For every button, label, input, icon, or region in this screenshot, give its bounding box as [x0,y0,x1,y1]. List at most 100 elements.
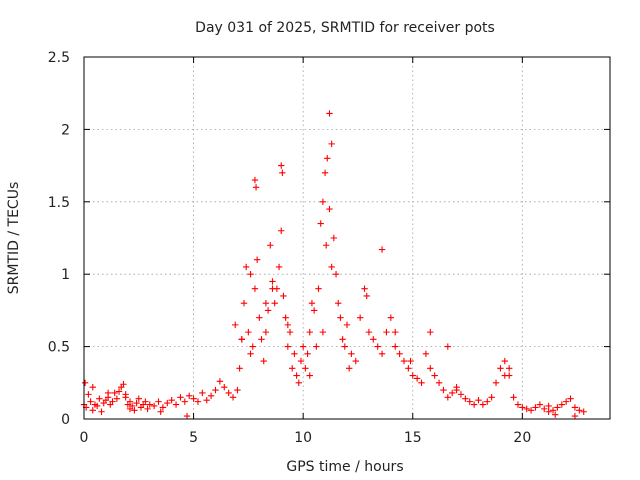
data-point [418,379,425,386]
x-tick-label: 5 [189,430,198,446]
data-point [164,399,171,407]
data-point [488,394,495,401]
data-point [278,162,285,169]
data-point [332,271,340,278]
y-tick-label: 0 [61,412,70,428]
data-point [131,407,138,414]
data-point [278,227,285,234]
data-point [113,395,121,402]
data-point [341,343,349,350]
data-point [207,392,215,400]
data-point [245,328,252,336]
data-point [580,408,587,415]
data-point [299,343,307,350]
data-point [343,321,351,329]
data-point [157,408,164,415]
data-point [562,398,570,405]
data-point [232,321,239,329]
data-point [328,140,335,148]
data-point [475,396,482,404]
data-point [319,198,327,205]
data-point [505,365,513,372]
data-point [115,388,123,395]
data-point [466,398,473,405]
data-point [181,398,189,405]
data-point [328,263,335,271]
data-point [413,375,421,382]
data-point [324,155,331,162]
data-point [444,343,452,350]
y-tick-label: 2.5 [48,50,70,66]
data-point [251,285,259,292]
data-point [392,328,399,336]
data-point [407,357,414,365]
data-point [479,401,487,408]
data-point [501,357,508,365]
data-point [271,299,278,307]
data-point [269,278,276,285]
data-point [85,391,92,398]
data-point [541,405,548,413]
data-point [422,350,430,358]
data-point [536,401,544,408]
data-point [363,292,370,300]
data-point [258,336,265,343]
y-tick-label: 0.5 [48,340,70,356]
data-point [527,407,535,414]
data-point [142,398,149,405]
y-tick-label: 1.5 [48,195,70,211]
data-point [392,343,399,350]
data-point [249,343,256,350]
plot-frame [83,56,611,420]
data-point [96,395,103,402]
data-point [374,343,381,350]
data-point [133,399,140,407]
data-point [571,412,579,420]
data-point [383,328,390,336]
data-point [396,350,403,358]
x-tick-label: 0 [80,430,89,446]
data-point [532,404,539,411]
data-point [280,292,287,300]
data-point [242,263,250,271]
data-point [326,110,333,117]
data-point [335,299,342,307]
data-point [427,365,434,372]
data-point [554,404,561,411]
data-point [523,405,530,413]
data-point [260,357,267,365]
data-point [321,169,329,177]
data-point [484,398,491,405]
data-point [356,314,364,321]
data-point [319,328,327,336]
data-point [310,307,318,314]
data-point [470,401,478,408]
data-point [440,386,447,394]
data-point [267,242,274,249]
data-point [315,285,322,292]
data-point [251,176,259,184]
data-point [387,314,395,321]
x-tick-label: 15 [404,430,422,446]
chart-title: Day 031 of 2025, SRMTID for receiver pot… [195,20,495,36]
data-point [87,398,94,405]
data-point [308,299,316,307]
data-point [304,350,311,358]
data-point [492,379,500,386]
data-point [497,365,504,372]
data-point [183,412,191,420]
data-point [229,394,237,401]
data-point [405,365,412,372]
data-point [322,242,330,249]
data-point [109,398,116,405]
data-point [216,378,224,385]
data-point [378,350,386,358]
data-point [194,398,202,405]
data-point [89,383,96,391]
data-point [135,395,142,402]
data-point [126,405,134,413]
data-point [400,357,408,365]
data-point [253,256,261,263]
data-point [150,402,158,410]
